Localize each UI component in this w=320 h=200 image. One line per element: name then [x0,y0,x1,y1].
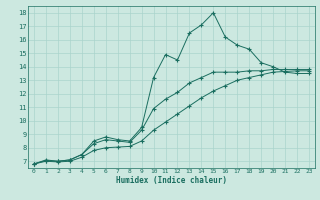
X-axis label: Humidex (Indice chaleur): Humidex (Indice chaleur) [116,176,227,185]
